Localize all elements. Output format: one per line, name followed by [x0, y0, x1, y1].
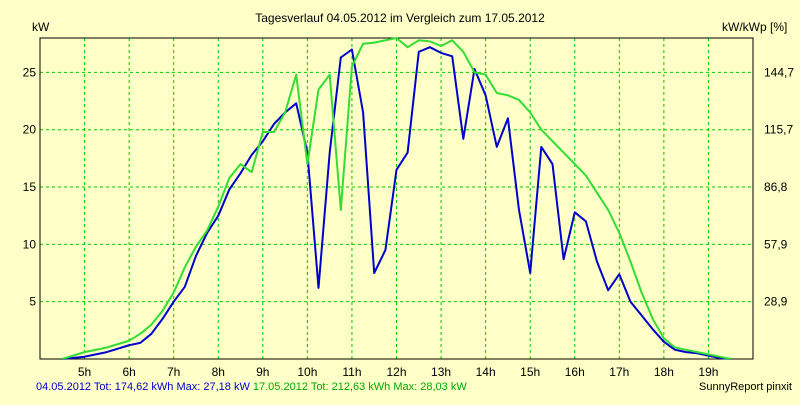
y2-tick-label: 86,8 — [764, 180, 788, 194]
y-tick-label: 20 — [23, 123, 37, 137]
grid-layer — [40, 38, 753, 359]
legend-series1-stats: Tot: 174,62 kWh Max: 27,18 kW — [93, 381, 250, 393]
legend-series1-date: 04.05.2012 — [36, 381, 92, 393]
y2-tick-label: 57,9 — [764, 237, 788, 251]
legend-series2-date: 17.05.2012 — [252, 381, 308, 393]
x-tick-label: 13h — [431, 365, 451, 379]
x-tick-label: 5h — [78, 365, 91, 379]
axis-layer: 5h 6h 7h 8h 9h 10h 11h 12h 13h 14h 15h 16h 17h 18h 19h… — [23, 37, 794, 379]
x-tick-label: 16h — [565, 365, 585, 379]
y-tick-label: 10 — [23, 237, 37, 251]
y2-tick-label: 144,7 — [764, 65, 794, 79]
x-tick-label: 6h — [122, 365, 135, 379]
x-tick-label: 17h — [609, 365, 629, 379]
x-tick-label: 7h — [167, 365, 180, 379]
x-tick-label: 12h — [386, 365, 406, 379]
series-layer — [62, 37, 731, 360]
chart-title: Tagesverlauf 04.05.2012 im Vergleich zum… — [255, 11, 545, 25]
y2-tick-label: 115,7 — [764, 123, 793, 137]
y2-tick-label: 28,9 — [764, 295, 788, 309]
y-tick-label: 15 — [23, 180, 37, 194]
y-tick-label: 5 — [29, 295, 36, 309]
x-tick-label: 9h — [256, 365, 269, 379]
y-tick-label: 25 — [23, 65, 37, 79]
x-tick-label: 19h — [698, 365, 718, 379]
footer-legend: 04.05.2012 Tot: 174,62 kWh Max: 27,18 kW… — [36, 381, 467, 393]
y-axis-label-left: kW — [32, 20, 50, 34]
x-tick-label: 14h — [476, 365, 496, 379]
x-tick-label: 15h — [520, 365, 540, 379]
x-tick-label: 10h — [297, 365, 317, 379]
x-tick-label: 8h — [212, 365, 225, 379]
x-tick-label: 11h — [342, 365, 361, 379]
footer-credit: SunnyReport pinxit — [699, 381, 792, 393]
series-line-2 — [62, 37, 731, 360]
legend-series2-stats: Tot: 212,63 kWh Max: 28,03 kW — [310, 381, 467, 393]
series-line-1 — [62, 46, 731, 360]
x-tick-label: 18h — [654, 365, 674, 379]
y-axis-label-right: kW/kWp [%] — [722, 20, 787, 34]
